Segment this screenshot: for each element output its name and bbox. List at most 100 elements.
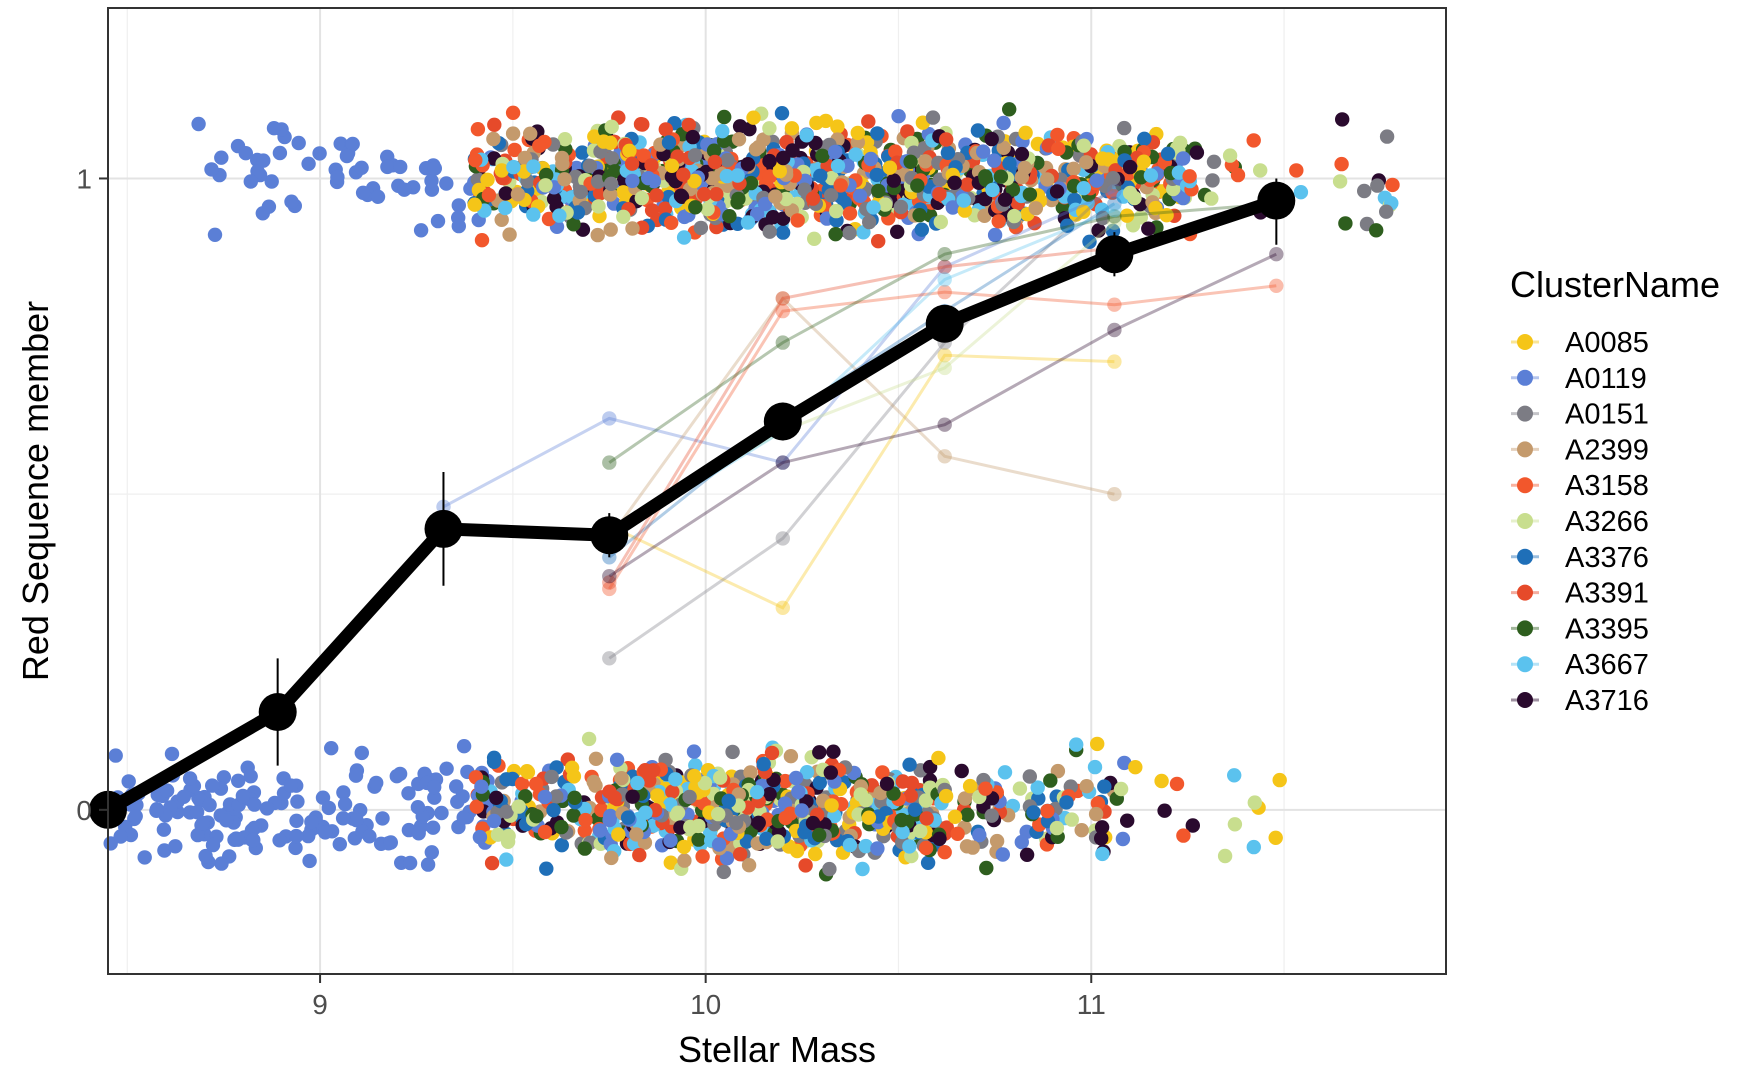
scatter-point — [625, 221, 640, 236]
scatter-point — [250, 164, 265, 179]
cluster-line-point — [602, 455, 617, 470]
scatter-point — [625, 789, 640, 804]
scatter-point — [1049, 184, 1065, 199]
scatter-point — [1379, 204, 1394, 219]
scatter-point — [1169, 776, 1185, 792]
scatter-point — [663, 833, 678, 848]
scatter-point — [288, 840, 303, 856]
scatter-point — [700, 201, 715, 217]
scatter-point — [566, 769, 582, 784]
scatter-point — [985, 182, 1000, 198]
scatter-point — [604, 151, 620, 166]
scatter-point — [182, 771, 198, 786]
cluster-line-point — [937, 259, 952, 275]
scatter-point — [664, 158, 680, 173]
scatter-point — [284, 194, 299, 209]
scatter-point — [1173, 135, 1188, 150]
cluster-line-point — [937, 417, 952, 432]
scatter-point — [489, 790, 504, 805]
scatter-point — [505, 105, 521, 121]
scatter-point — [456, 810, 471, 825]
scatter-point — [625, 173, 640, 189]
scatter-point — [1087, 759, 1103, 775]
scatter-point — [349, 813, 364, 828]
scatter-point — [616, 185, 631, 200]
scatter-point — [1022, 187, 1038, 202]
scatter-point — [685, 129, 700, 145]
scatter-point — [900, 124, 915, 139]
scatter-point — [977, 208, 992, 223]
cluster-line-point — [602, 411, 617, 426]
cluster-line-point — [1269, 247, 1284, 262]
scatter-point — [370, 189, 386, 204]
scatter-point — [888, 144, 903, 159]
scatter-point — [644, 158, 659, 173]
scatter-point — [1370, 178, 1385, 193]
scatter-point — [490, 827, 506, 842]
scatter-point — [706, 143, 722, 158]
scatter-point — [427, 161, 442, 176]
scatter-point — [348, 768, 364, 783]
scatter-point — [1026, 805, 1041, 820]
scatter-point — [544, 769, 559, 785]
scatter-point — [919, 811, 934, 826]
scatter-point — [164, 746, 180, 762]
scatter-point — [677, 853, 692, 868]
scatter-point — [725, 744, 740, 760]
scatter-point — [468, 153, 483, 168]
scatter-point — [842, 206, 858, 221]
scatter-point — [740, 215, 756, 230]
scatter-point — [362, 829, 377, 844]
scatter-point — [768, 189, 783, 204]
scatter-point — [1014, 834, 1029, 850]
scatter-point — [427, 779, 442, 795]
legend-label: A3158 — [1565, 470, 1649, 502]
scatter-point — [862, 214, 877, 230]
scatter-point — [369, 775, 384, 791]
scatter-point — [978, 781, 993, 796]
scatter-point — [879, 776, 895, 791]
scatter-point — [664, 169, 680, 184]
scatter-point — [826, 744, 841, 759]
scatter-point — [947, 175, 962, 190]
scatter-point — [1019, 847, 1035, 862]
scatter-point — [676, 230, 692, 245]
scatter-point — [528, 776, 544, 792]
scatter-point — [1076, 138, 1092, 153]
mean-point — [1257, 181, 1296, 220]
cluster-line-point — [775, 291, 790, 306]
scatter-point — [330, 169, 345, 185]
scatter-point — [799, 765, 815, 780]
cluster-line-point — [602, 651, 617, 666]
scatter-point — [304, 814, 319, 830]
scatter-point — [962, 778, 978, 794]
scatter-point — [1141, 221, 1156, 236]
scatter-point — [1253, 163, 1268, 178]
scatter-point — [1117, 755, 1132, 771]
scatter-point — [739, 834, 755, 849]
scatter-point — [870, 841, 885, 856]
scatter-point — [607, 790, 622, 805]
scatter-point — [1143, 168, 1159, 183]
scatter-point — [687, 173, 702, 189]
scatter-point — [956, 193, 971, 208]
scatter-point — [740, 157, 756, 172]
scatter-point — [318, 825, 333, 840]
scatter-point — [720, 153, 735, 168]
scatter-point — [984, 808, 999, 823]
cluster-line-point — [937, 449, 952, 464]
scatter-point — [603, 187, 618, 202]
scatter-point — [783, 749, 799, 764]
mean-point — [424, 509, 463, 548]
scatter-point — [932, 831, 947, 846]
scatter-point — [668, 772, 683, 787]
scatter-point — [1117, 120, 1132, 136]
scatter-point — [624, 156, 640, 171]
scatter-point — [1332, 174, 1348, 189]
x-axis-title: Stellar Mass — [678, 1029, 876, 1066]
scatter-point — [722, 209, 737, 224]
scatter-point — [401, 786, 416, 801]
scatter-point — [852, 188, 868, 203]
scatter-point — [957, 791, 973, 806]
scatter-point — [748, 142, 764, 157]
